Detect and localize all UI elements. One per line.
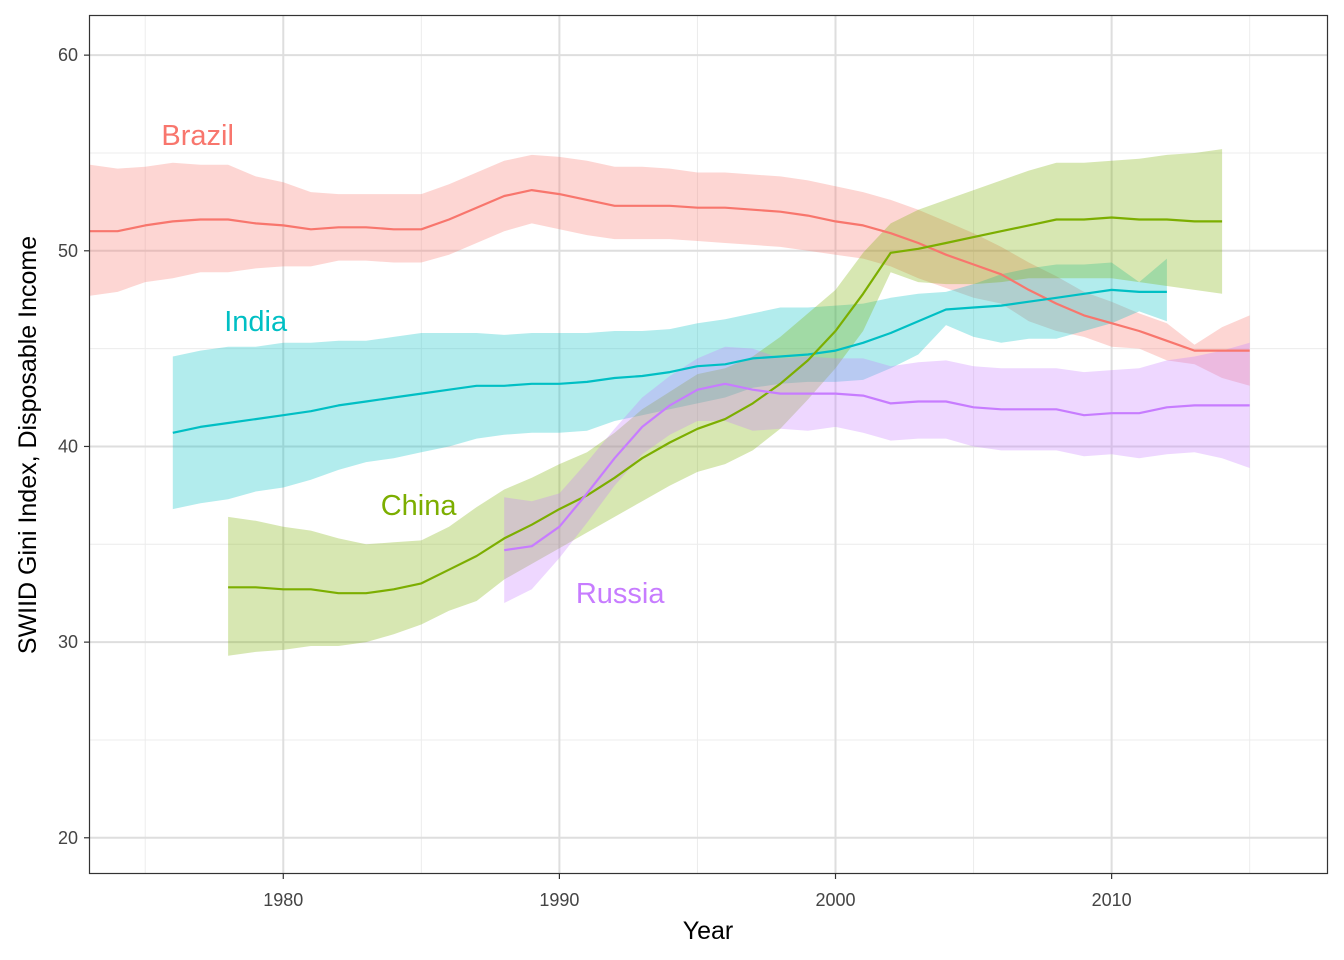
- series-label-india: India: [224, 306, 288, 338]
- x-tick-label: 1980: [263, 890, 303, 910]
- series-label-china: China: [381, 490, 458, 522]
- russia-ribbon: [504, 342, 1250, 603]
- russia-line: [504, 382, 1250, 552]
- brazil-line: [90, 189, 1250, 352]
- y-tick-label: 50: [58, 241, 78, 261]
- minor-gridlines: [90, 16, 1327, 873]
- series-label-brazil: Brazil: [161, 120, 234, 152]
- series-label-russia: Russia: [576, 578, 666, 610]
- y-tick-label: 60: [58, 45, 78, 65]
- x-tick-label: 2010: [1092, 890, 1132, 910]
- china-line: [228, 216, 1223, 595]
- y-axis: 20 30 40 50 60: [58, 45, 90, 848]
- china-ribbon: [228, 149, 1223, 656]
- brazil-ribbon: [90, 154, 1250, 386]
- series-lines: [90, 189, 1250, 595]
- y-tick-label: 30: [58, 632, 78, 652]
- x-axis-title: Year: [683, 917, 734, 945]
- x-axis: 1980 1990 2000 2010: [263, 873, 1132, 910]
- series-labels: Brazil India China Russia: [161, 120, 665, 610]
- x-tick-label: 2000: [815, 890, 855, 910]
- y-tick-label: 40: [58, 436, 78, 456]
- india-line: [172, 288, 1167, 434]
- plot-panel-border: [88, 14, 1329, 875]
- y-tick-label: 20: [58, 828, 78, 848]
- y-axis-title: SWIID Gini Index, Disposable Income: [14, 236, 42, 654]
- major-gridlines: [90, 16, 1327, 873]
- x-tick-label: 1990: [539, 890, 579, 910]
